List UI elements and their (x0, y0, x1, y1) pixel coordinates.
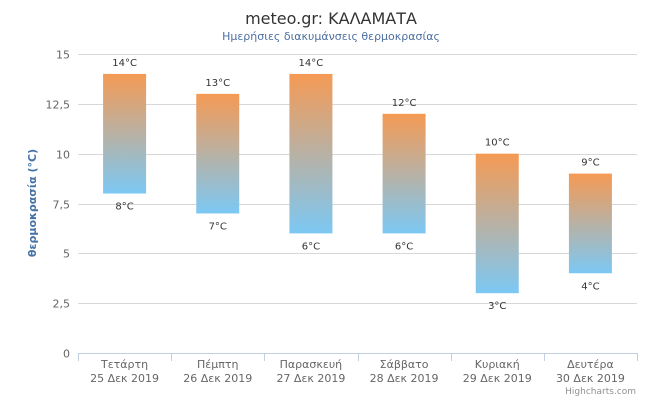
y-tick-label: 15 (56, 49, 70, 62)
y-tick-label: 12,5 (46, 99, 71, 112)
y-axis-ticks: 0 2,5 5 7,5 10 12,5 15 (46, 49, 71, 361)
x-tick-label: Δευτέρα 30 Δεκ 2019 (556, 358, 625, 385)
high-value-label: 12°C (392, 98, 417, 109)
chart-subtitle: Ημερήσιες διακυμάνσεις θερμοκρασίας (222, 30, 440, 43)
credits-link[interactable]: Highcharts.com (565, 387, 636, 397)
range-bars: 14°C 8°C 13°C 7°C 14°C 6°C 12°C 6°C 10°C 3°C 9°C 4°… (103, 58, 612, 312)
high-value-label: 14°C (112, 58, 137, 69)
y-tick-label: 0 (63, 348, 70, 361)
y-tick-label: 2,5 (53, 298, 71, 311)
chart-title: meteo.gr: ΚΑΛΑΜΑΤΑ (245, 9, 417, 28)
range-bar[interactable] (568, 173, 612, 274)
y-axis-label: θερμοκρασία (°C) (26, 149, 39, 257)
low-value-label: 4°C (581, 281, 599, 292)
low-value-label: 8°C (115, 202, 133, 213)
y-tick-label: 7,5 (53, 199, 71, 212)
low-value-label: 6°C (395, 241, 413, 252)
x-axis-ticks: Τετάρτη 25 Δεκ 2019 Πέμπτη 26 Δεκ 2019 Παρασ… (78, 353, 638, 385)
x-tick-label: Πέμπτη 26 Δεκ 2019 (183, 358, 252, 385)
range-bar[interactable] (475, 153, 519, 294)
high-value-label: 10°C (485, 138, 510, 149)
x-tick-label: Τετάρτη 25 Δεκ 2019 (90, 358, 159, 385)
high-value-label: 14°C (299, 58, 324, 69)
high-value-label: 13°C (205, 78, 230, 89)
range-bar[interactable] (382, 113, 426, 234)
low-value-label: 7°C (209, 221, 227, 232)
low-value-label: 6°C (302, 241, 320, 252)
grid-lines (78, 54, 637, 354)
x-tick-label: Σάββατο 28 Δεκ 2019 (370, 358, 439, 385)
x-tick-label: Παρασκευή 27 Δεκ 2019 (276, 358, 345, 385)
range-bar[interactable] (103, 73, 147, 194)
y-tick-label: 10 (56, 149, 70, 162)
y-tick-label: 5 (63, 248, 70, 261)
low-value-label: 3°C (488, 301, 506, 312)
x-tick-label: Κυριακή 29 Δεκ 2019 (463, 358, 532, 385)
range-bar[interactable] (289, 73, 333, 234)
range-bar[interactable] (196, 93, 240, 214)
high-value-label: 9°C (581, 158, 599, 169)
